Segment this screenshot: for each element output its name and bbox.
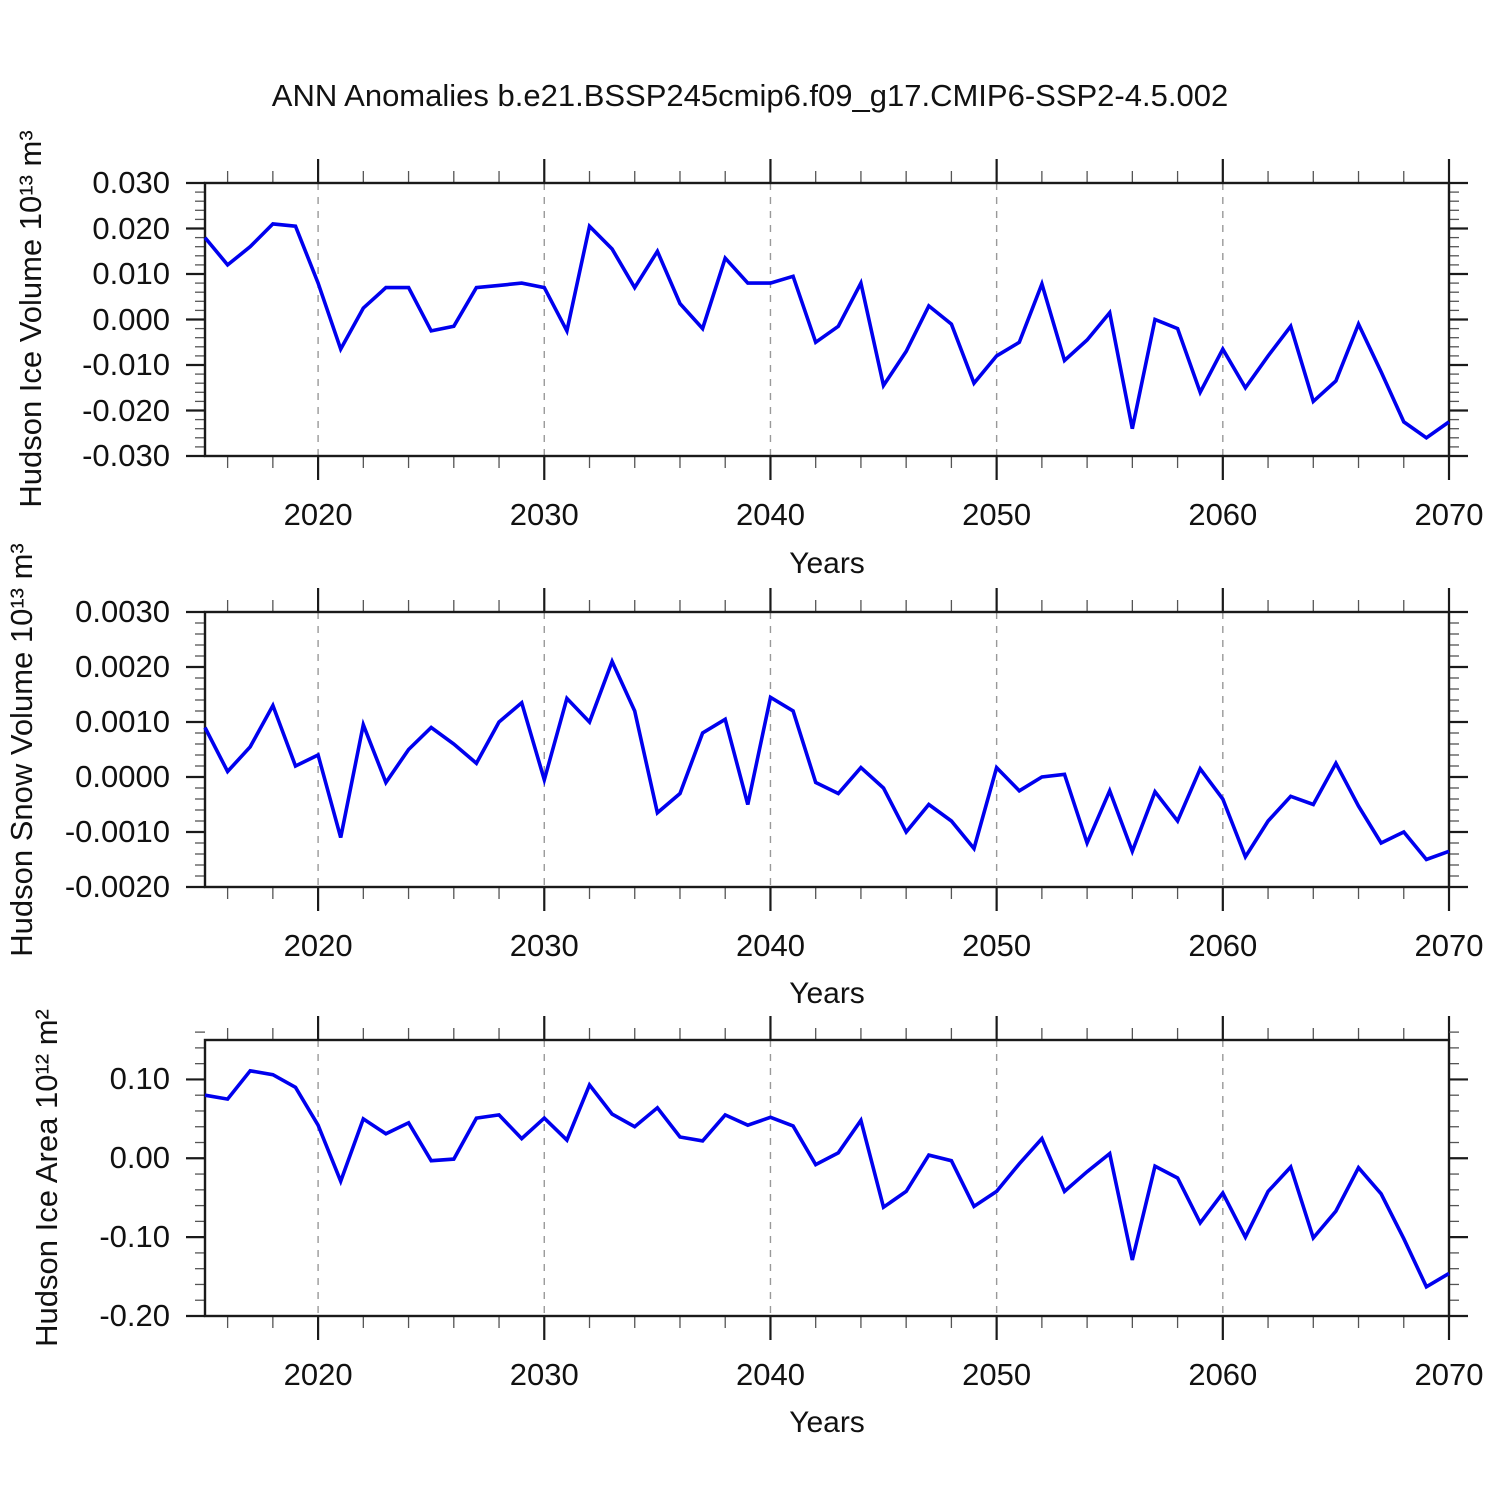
panel-plot-2 [186,1016,1468,1340]
y-tick-label: -0.0020 [64,869,170,904]
y-tick-label: 0.000 [92,301,170,337]
plot-border [203,1038,1451,1318]
y-tick-label: 0.10 [109,1061,170,1097]
x-tick-label: 2020 [283,928,353,963]
panel-plot-0 [186,159,1468,480]
y-tick-label: -0.20 [99,1298,170,1333]
plot-border [203,610,1451,889]
x-tick-label: 2060 [1188,497,1258,532]
x-axis-title-ice-area: Years [789,1406,865,1439]
x-tick-label: 2060 [1188,1357,1258,1392]
gridlines [317,1040,1224,1316]
y-tick-label: 0.0020 [75,649,170,684]
x-axis-title-snow-volume: Years [789,977,865,1010]
y-tick-label: -0.010 [82,347,170,382]
x-tick-label: 2070 [1414,928,1484,963]
figure-title: ANN Anomalies b.e21.BSSP245cmip6.f09_g17… [271,78,1229,113]
axis-ticks [186,1016,1468,1340]
panel-plot-1 [186,588,1468,911]
y-tick-label: 0.010 [92,256,170,291]
x-tick-label: 2050 [962,497,1032,532]
x-tick-label: 2040 [735,497,805,532]
x-tick-label: 2070 [1414,1357,1484,1392]
y-tick-label: 0.0030 [75,594,170,629]
x-tick-label: 2050 [962,928,1032,963]
series-line-2 [204,1068,1450,1290]
series-line-0 [203,222,1451,441]
y-tick-label: 0.030 [92,165,170,200]
x-tick-label: 2060 [1188,928,1258,963]
x-tick-label: 2050 [962,1357,1032,1392]
plot-border [203,181,1451,458]
y-axis-title-ice-area: Hudson Ice Area 10¹² m² [29,1009,64,1347]
y-tick-label: -0.020 [82,392,170,428]
axis-ticks [186,588,1468,911]
x-tick-label: 2030 [509,1357,579,1392]
x-tick-label: 2040 [735,1357,805,1392]
x-axis-title-ice-volume: Years [789,547,865,580]
gridlines [317,612,1224,887]
axis-ticks [186,159,1468,480]
x-tick-label: 2020 [283,497,353,532]
y-tick-label: -0.10 [99,1219,170,1255]
y-tick-label: -0.0010 [64,814,170,849]
y-tick-label: 0.0000 [75,759,170,794]
y-tick-label: 0.00 [109,1140,170,1176]
x-tick-label: 2030 [509,497,579,532]
x-tick-label: 2030 [509,928,579,963]
x-tick-label: 2070 [1414,497,1484,532]
x-tick-label: 2020 [283,1357,353,1392]
y-tick-label: 0.020 [92,210,170,246]
y-tick-label: -0.030 [82,438,170,473]
x-tick-label: 2040 [735,928,805,963]
series-line-1 [203,656,1450,862]
y-tick-label: 0.0010 [75,704,170,739]
gridlines [317,183,1224,456]
